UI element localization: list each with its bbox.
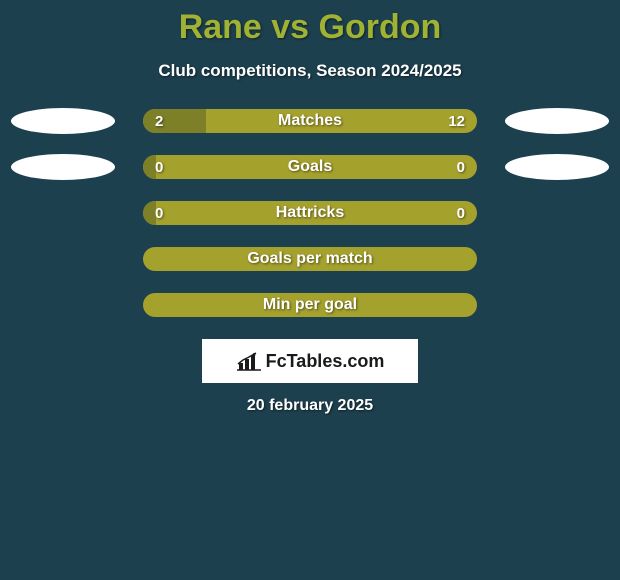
- player-right-badge: [505, 108, 609, 134]
- stat-row: Goals per match: [0, 247, 620, 271]
- player-left-badge: [11, 154, 115, 180]
- date-label: 20 february 2025: [0, 397, 620, 415]
- player-left-badge: [11, 200, 115, 226]
- stat-label: Min per goal: [143, 293, 477, 317]
- logo: FcTables.com: [236, 351, 385, 372]
- stat-row: 00Hattricks: [0, 201, 620, 225]
- logo-text: FcTables.com: [266, 351, 385, 372]
- stat-label: Goals per match: [143, 247, 477, 271]
- stat-bar: Goals per match: [143, 247, 477, 271]
- page-title: Rane vs Gordon: [0, 8, 620, 47]
- stat-label: Matches: [143, 109, 477, 133]
- stat-bar: 212Matches: [143, 109, 477, 133]
- comparison-card: Rane vs Gordon Club competitions, Season…: [0, 0, 620, 580]
- stat-row: 00Goals: [0, 155, 620, 179]
- stat-bar: Min per goal: [143, 293, 477, 317]
- logo-box[interactable]: FcTables.com: [202, 339, 418, 383]
- stat-rows: 212Matches 00Goals 00Hattricks Goals per ma…: [0, 109, 620, 317]
- player-right-badge: [505, 200, 609, 226]
- player-left-badge: [11, 246, 115, 272]
- stat-label: Hattricks: [143, 201, 477, 225]
- player-right-badge: [505, 292, 609, 318]
- player-left-badge: [11, 108, 115, 134]
- player-right-badge: [505, 154, 609, 180]
- subtitle: Club competitions, Season 2024/2025: [0, 61, 620, 81]
- bar-chart-icon: [236, 351, 262, 371]
- player-left-badge: [11, 292, 115, 318]
- player-right-badge: [505, 246, 609, 272]
- stat-label: Goals: [143, 155, 477, 179]
- stat-bar: 00Goals: [143, 155, 477, 179]
- stat-row: 212Matches: [0, 109, 620, 133]
- stat-bar: 00Hattricks: [143, 201, 477, 225]
- stat-row: Min per goal: [0, 293, 620, 317]
